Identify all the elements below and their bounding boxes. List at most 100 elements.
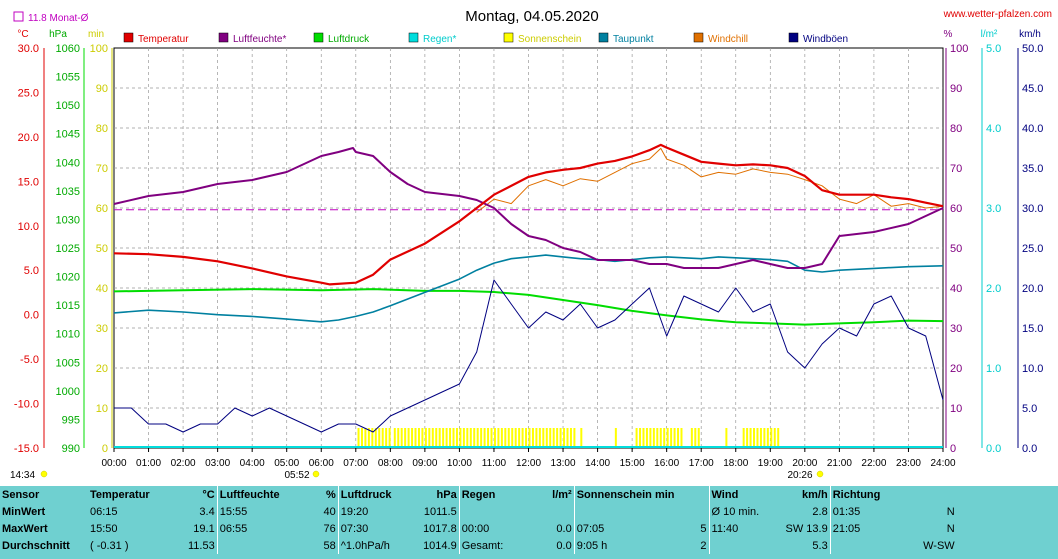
y-tick-pressure: 1050 — [56, 100, 80, 112]
y-tick-wind: 0.0 — [1022, 443, 1037, 455]
sunshine-bar — [690, 428, 693, 448]
stats-temp-time: ( -0.31 ) — [90, 539, 129, 552]
sunshine-bar — [435, 428, 438, 448]
stats-hum-value: 76 — [323, 522, 336, 535]
stats-wind-value: 2.8 — [812, 505, 828, 518]
legend-swatch-dewpoint — [598, 32, 609, 43]
y-tick-pressure: 1045 — [56, 129, 80, 141]
sunshine-bar — [483, 428, 486, 448]
stats-wind-value: 5.3 — [812, 539, 828, 552]
y-tick-humidity: 20 — [950, 363, 962, 375]
sunshine-bar — [455, 428, 458, 448]
sunshine-bar — [639, 428, 642, 448]
stats-hum-header: Luftfeuchte — [216, 486, 304, 503]
y-tick-sunshine: 100 — [90, 43, 108, 55]
sunshine-bar — [663, 428, 666, 448]
x-tick-label: 11:00 — [482, 458, 507, 469]
stats-rain-value: 0.0 — [556, 539, 572, 552]
x-tick-label: 04:00 — [240, 458, 265, 469]
unit-hpa: hPa — [49, 29, 67, 40]
stats-dir-time: 21:05 — [829, 520, 905, 537]
sunshine-bar — [652, 428, 655, 448]
stats-dir-time — [829, 537, 905, 554]
x-tick-label: 23:00 — [896, 458, 921, 469]
legend-windchill: Windchill — [708, 34, 748, 45]
sunshine-bar — [381, 428, 384, 448]
sunshine-bar — [438, 428, 441, 448]
stats-sun-header: Sonnenschein min — [573, 486, 677, 503]
sunshine-bar — [542, 428, 545, 448]
x-tick-label: 19:00 — [758, 458, 783, 469]
stats-row-label: MinWert — [2, 505, 46, 518]
stats-sensor-header: Sensor — [2, 488, 40, 501]
sunshine-bar — [360, 428, 363, 448]
sunshine-bar — [449, 428, 452, 448]
y-tick-sunshine: 40 — [96, 283, 108, 295]
stats-rain-time: Gesamt: — [458, 537, 534, 554]
y-tick-humidity: 60 — [950, 203, 962, 215]
stats-wind-time: Ø 10 min. — [708, 503, 784, 520]
dewpoint-line — [113, 254, 944, 323]
y-tick-rain: 1.0 — [986, 363, 1001, 375]
y-tick-wind: 5.0 — [1022, 403, 1037, 415]
sunshine-bar — [559, 428, 562, 448]
sunshine-bar — [388, 428, 391, 448]
y-tick-wind: 10.0 — [1022, 363, 1043, 375]
sunshine-bar — [452, 428, 455, 448]
stats-dir-unit-spacer — [905, 486, 957, 503]
pressure-line — [113, 288, 944, 326]
sunshine-bar — [371, 428, 374, 448]
legend: Temperatur Luftfeuchte* Luftdruck Regen*… — [123, 32, 848, 45]
sunshine-bar — [766, 428, 769, 448]
stats-rain-time: 00:00 — [458, 520, 534, 537]
y-tick-humidity: 40 — [950, 283, 962, 295]
sunshine-bar — [566, 428, 569, 448]
sunshine-bar — [417, 428, 420, 448]
x-tick-label: 22:00 — [861, 458, 886, 469]
x-tick-label: 09:00 — [412, 458, 437, 469]
sunshine-bar — [476, 428, 479, 448]
legend-swatch-gusts — [788, 32, 799, 43]
sunshine-bar — [535, 428, 538, 448]
x-tick-label: 01:00 — [136, 458, 161, 469]
series-lines — [113, 143, 944, 448]
sunshine-bar — [514, 428, 517, 448]
x-tick-label: 03:00 — [205, 458, 230, 469]
sunshine-bar — [393, 428, 396, 448]
stats-rain-value: 0.0 — [556, 522, 572, 535]
unit-kmh: km/h — [1019, 29, 1041, 40]
y-tick-temperature: 30.0 — [18, 43, 39, 55]
sunshine-bar — [725, 428, 728, 448]
sunshine-bar — [428, 428, 431, 448]
sunshine-bar — [680, 428, 683, 448]
site-link[interactable]: www.wetter-pfalzen.com — [943, 9, 1052, 20]
sunshine-bar — [407, 428, 410, 448]
x-axis-ticks: 00:00 01:00 02:00 03:00 04:00 05:00 06:00 07:00… — [101, 448, 956, 469]
y-tick-temperature: -15.0 — [14, 443, 39, 455]
y-tick-pressure: 990 — [62, 443, 80, 455]
sunshine-bar — [442, 428, 445, 448]
sunshine-bar — [411, 428, 414, 448]
sunshine-bar — [364, 428, 367, 448]
y-tick-pressure: 1035 — [56, 186, 80, 198]
sunshine-bar — [528, 428, 531, 448]
windchill-line — [476, 147, 944, 213]
y-tick-wind: 35.0 — [1022, 163, 1043, 175]
sunshine-bar — [749, 428, 752, 448]
sunshine-bar — [525, 428, 528, 448]
unit-min: min — [88, 29, 104, 40]
sunshine-bar — [400, 428, 403, 448]
sunshine-bar — [746, 428, 749, 448]
stats-panel: Sensor Temperatur °C Luftfeuchte % Luftd… — [0, 486, 1058, 559]
weather-chart: Montag, 04.05.2020 www.wetter-pfalzen.co… — [10, 8, 1052, 481]
chart-title: Montag, 04.05.2020 — [465, 8, 598, 25]
sunshine-bar — [424, 428, 427, 448]
sunshine-bar — [580, 428, 583, 448]
stats-dir-value: N — [946, 522, 955, 535]
monthly-avg-label: 11.8 Monat-Ø — [28, 13, 89, 24]
stats-wind-header: Wind — [708, 486, 784, 503]
stats-row-max: MaxWert 15:50 19.1 06:55 76 07:30 1017.8… — [0, 520, 957, 537]
stats-wind-value: SW 13.9 — [785, 522, 828, 535]
sunshine-bar — [466, 428, 469, 448]
legend-gusts: Windböen — [803, 34, 848, 45]
